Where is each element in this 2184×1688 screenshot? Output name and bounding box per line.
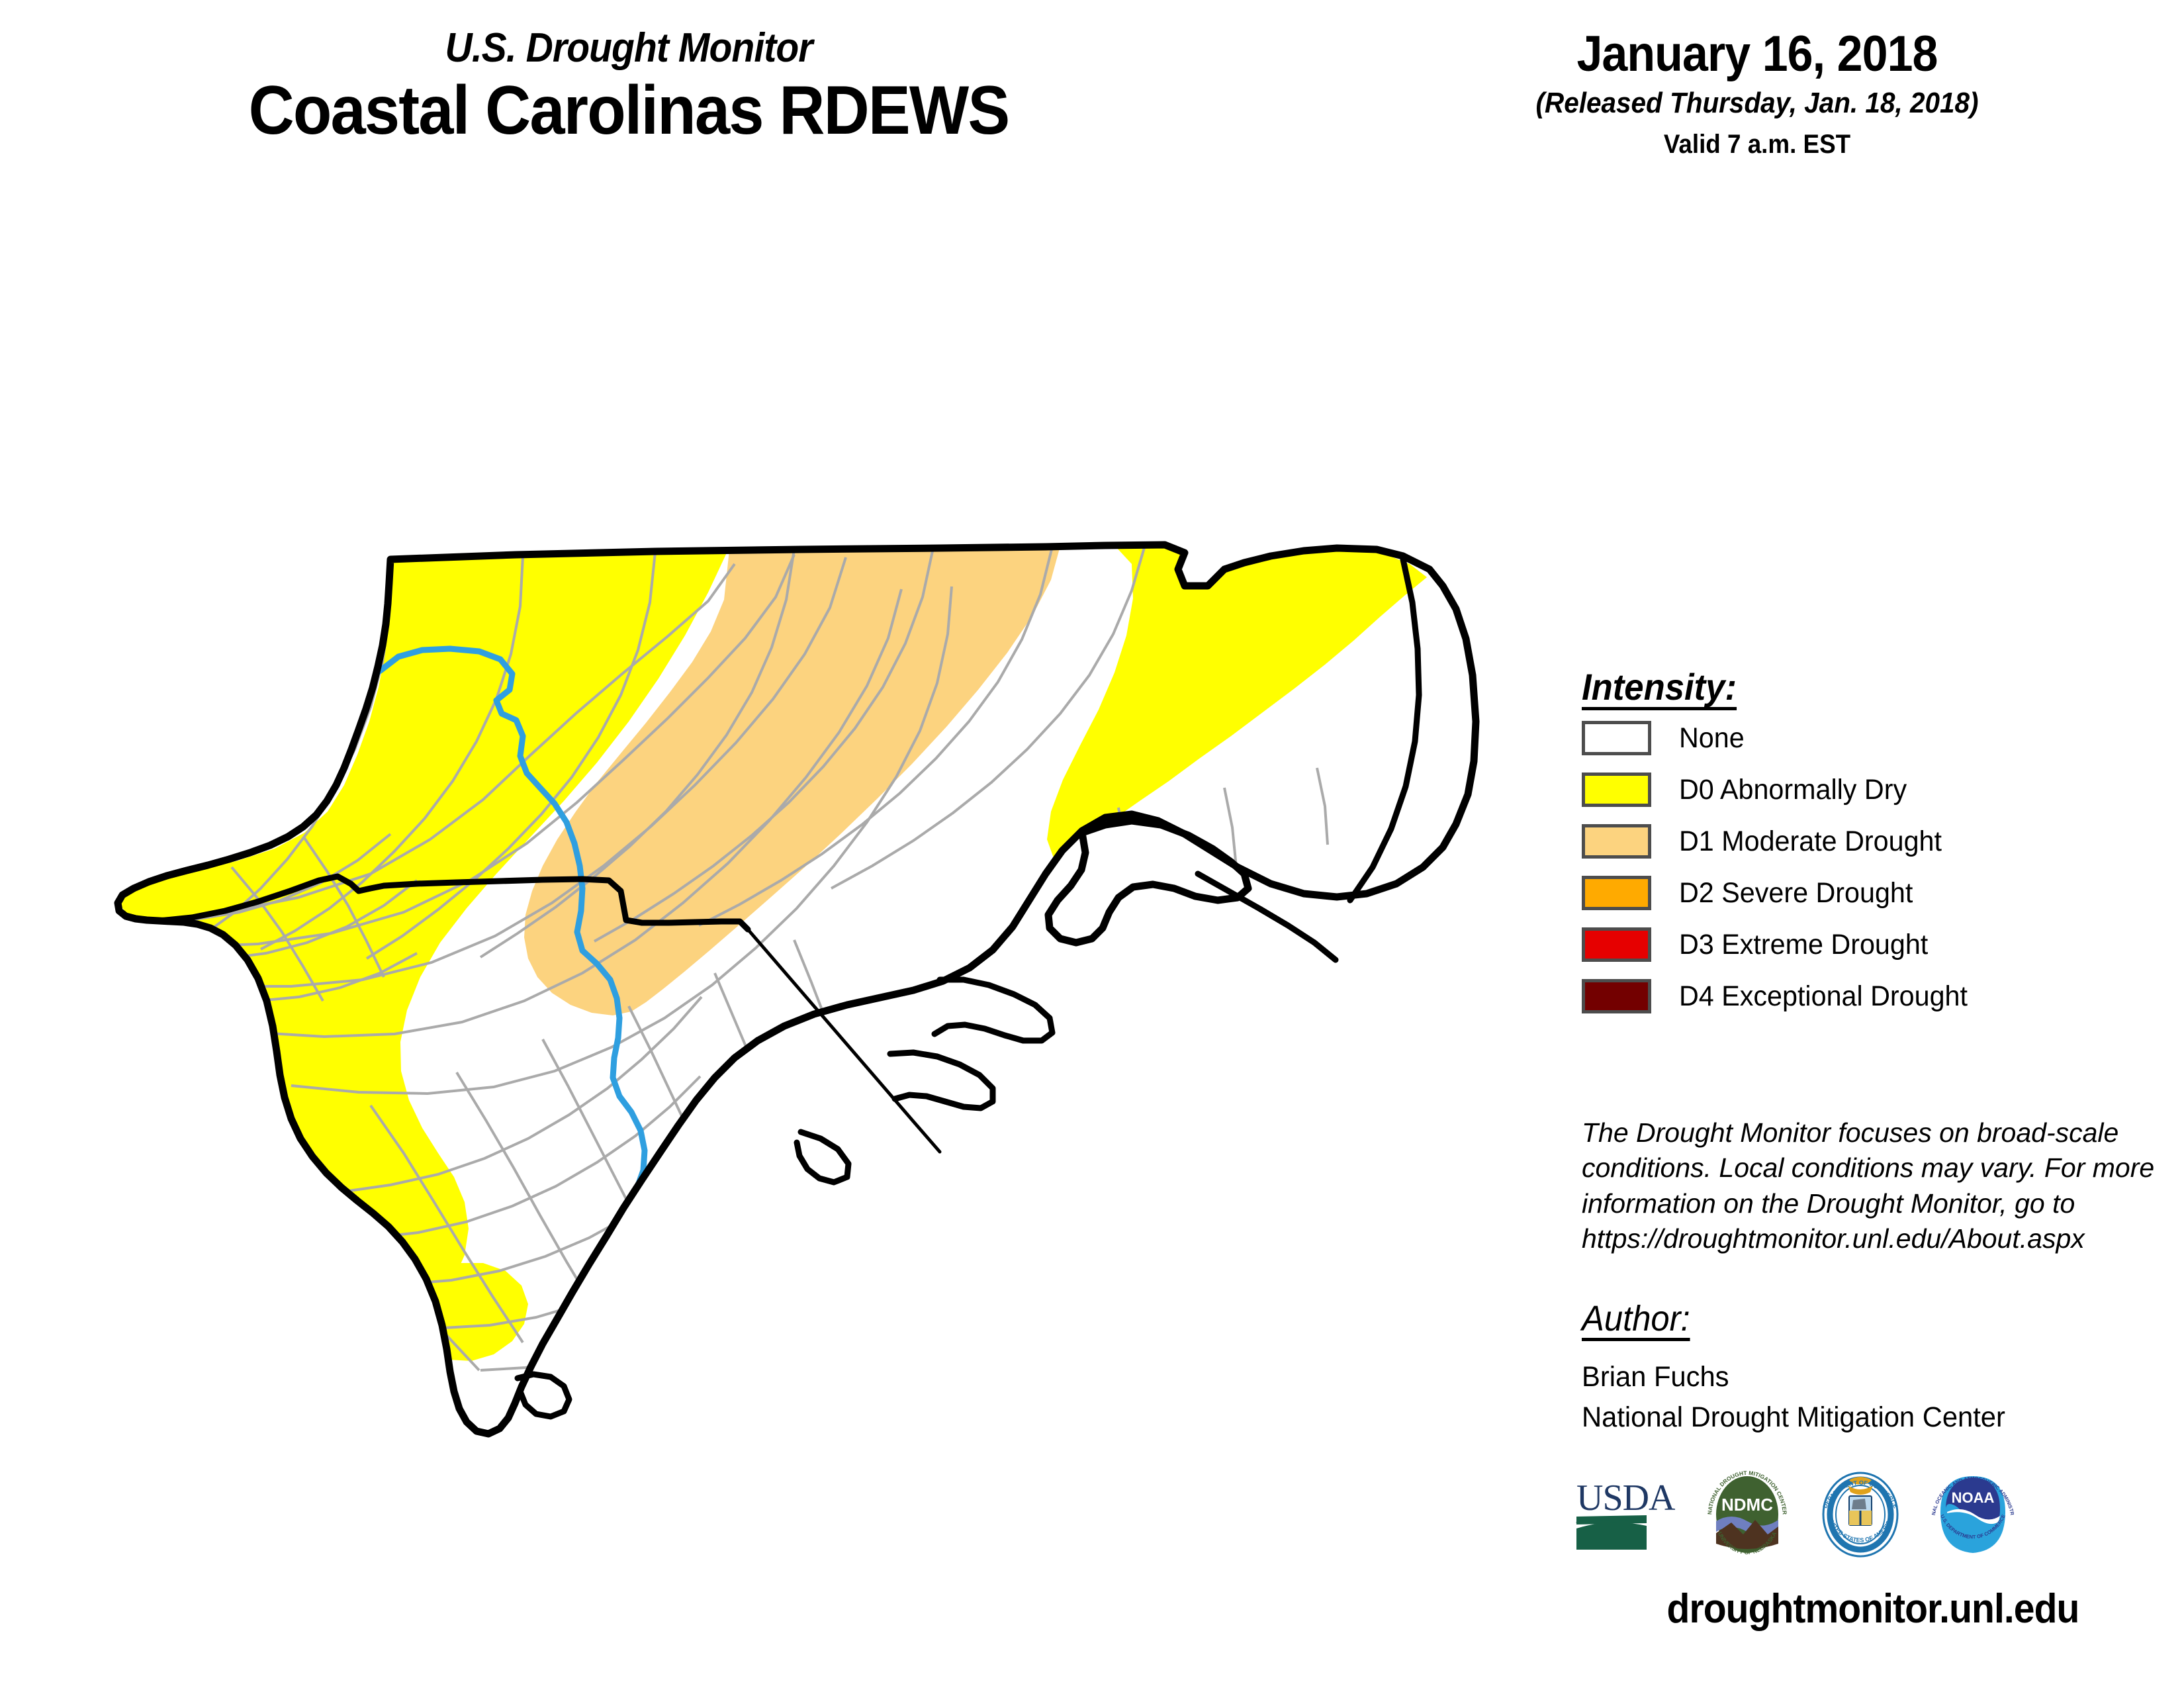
legend-label-none: None — [1679, 722, 1745, 754]
river-savannah — [285, 1201, 336, 1329]
author-heading: Author: — [1582, 1301, 1690, 1341]
legend-label-d4: D4 Exceptional Drought — [1679, 980, 1968, 1012]
header-left: U.S. Drought Monitor Coastal Carolinas R… — [0, 26, 1257, 147]
disclaimer-text: The Drought Monitor focuses on broad-sca… — [1582, 1117, 2155, 1254]
legend-item-none[interactable]: None — [1582, 714, 2151, 762]
usda-logo[interactable]: USDA — [1575, 1476, 1676, 1557]
release-date: (Released Thursday, Jan. 18, 2018) — [1535, 86, 1979, 119]
legend-item-d2[interactable]: D2 Severe Drought — [1582, 869, 2151, 917]
legend: Intensity: None D0 Abnormally Dry D1 Mod… — [1582, 669, 2151, 1020]
author-name: Brian Fuchs — [1582, 1361, 1729, 1393]
drought-map[interactable] — [60, 523, 1535, 1450]
drought-region-d0-west — [118, 550, 728, 1317]
legend-swatch-none — [1582, 721, 1651, 755]
nc-sc-state-line-diagonal — [746, 927, 942, 1154]
charleston-harbor — [514, 1371, 572, 1420]
barrier-islands-south — [1195, 870, 1339, 963]
legend-swatch-d1 — [1582, 824, 1651, 859]
page-subtitle: U.S. Drought Monitor — [445, 25, 813, 71]
author-affiliation: National Drought Mitigation Center — [1582, 1401, 2005, 1433]
map-svg[interactable] — [60, 523, 1535, 1450]
legend-swatch-d4 — [1582, 979, 1651, 1013]
albemarle-pamlico-sounds — [1044, 817, 1252, 947]
noaa-logo[interactable]: NOAA NATIONAL OCEANIC AND ATMOSPHERIC AD… — [1929, 1466, 2015, 1562]
legend-item-d1[interactable]: D1 Moderate Drought — [1582, 818, 2151, 865]
header-right: January 16, 2018 (Released Thursday, Jan… — [1377, 26, 2138, 160]
page-title: Coastal Carolinas RDEWS — [248, 72, 1010, 150]
legend-item-d4[interactable]: D4 Exceptional Drought — [1582, 972, 2151, 1020]
state-borders — [114, 541, 1480, 1438]
legend-swatch-d0 — [1582, 773, 1651, 807]
legend-item-d3[interactable]: D3 Extreme Drought — [1582, 921, 2151, 968]
drought-region-d1 — [524, 546, 1060, 1015]
legend-label-d1: D1 Moderate Drought — [1679, 825, 1942, 857]
legend-swatch-d2 — [1582, 876, 1651, 910]
footer-url[interactable]: droughtmonitor.unl.edu — [1666, 1586, 2080, 1632]
author-block: Author: Brian Fuchs National Drought Mit… — [1582, 1301, 2164, 1436]
svg-text:NDMC: NDMC — [1721, 1495, 1773, 1515]
legend-label-d3: D3 Extreme Drought — [1679, 928, 1929, 961]
nc-sc-state-line — [156, 873, 751, 933]
legend-item-d0[interactable]: D0 Abnormally Dry — [1582, 766, 2151, 814]
doc-logo[interactable]: DEPARTMENT OF COMMERCE UNITED STATES OF … — [1819, 1471, 1902, 1562]
pamlico-river-inlet — [931, 976, 1056, 1044]
legend-title: Intensity: — [1582, 669, 1737, 710]
legend-label-d0: D0 Abnormally Dry — [1679, 773, 1907, 806]
ndmc-logo[interactable]: NDMC NATIONAL DROUGHT MITIGATION CENTER … — [1705, 1469, 1790, 1562]
drought-region-d0-peedee — [740, 1014, 929, 1227]
cape-fear-inlets — [794, 1129, 852, 1186]
drought-region-d0-northeast — [1047, 545, 1427, 858]
legend-swatch-d3 — [1582, 927, 1651, 962]
logo-row: USDA NDMC NATIONAL DROUGHT MITIGATION CE… — [1575, 1466, 2158, 1566]
legend-label-d2: D2 Severe Drought — [1679, 876, 1913, 909]
valid-time: Valid 7 a.m. EST — [1663, 130, 1851, 160]
svg-text:NOAA: NOAA — [1952, 1489, 1995, 1506]
svg-text:USDA: USDA — [1576, 1477, 1676, 1519]
valid-date: January 16, 2018 — [1576, 26, 1938, 82]
neuse-river-inlet — [887, 1049, 996, 1111]
outer-banks — [1347, 556, 1422, 904]
